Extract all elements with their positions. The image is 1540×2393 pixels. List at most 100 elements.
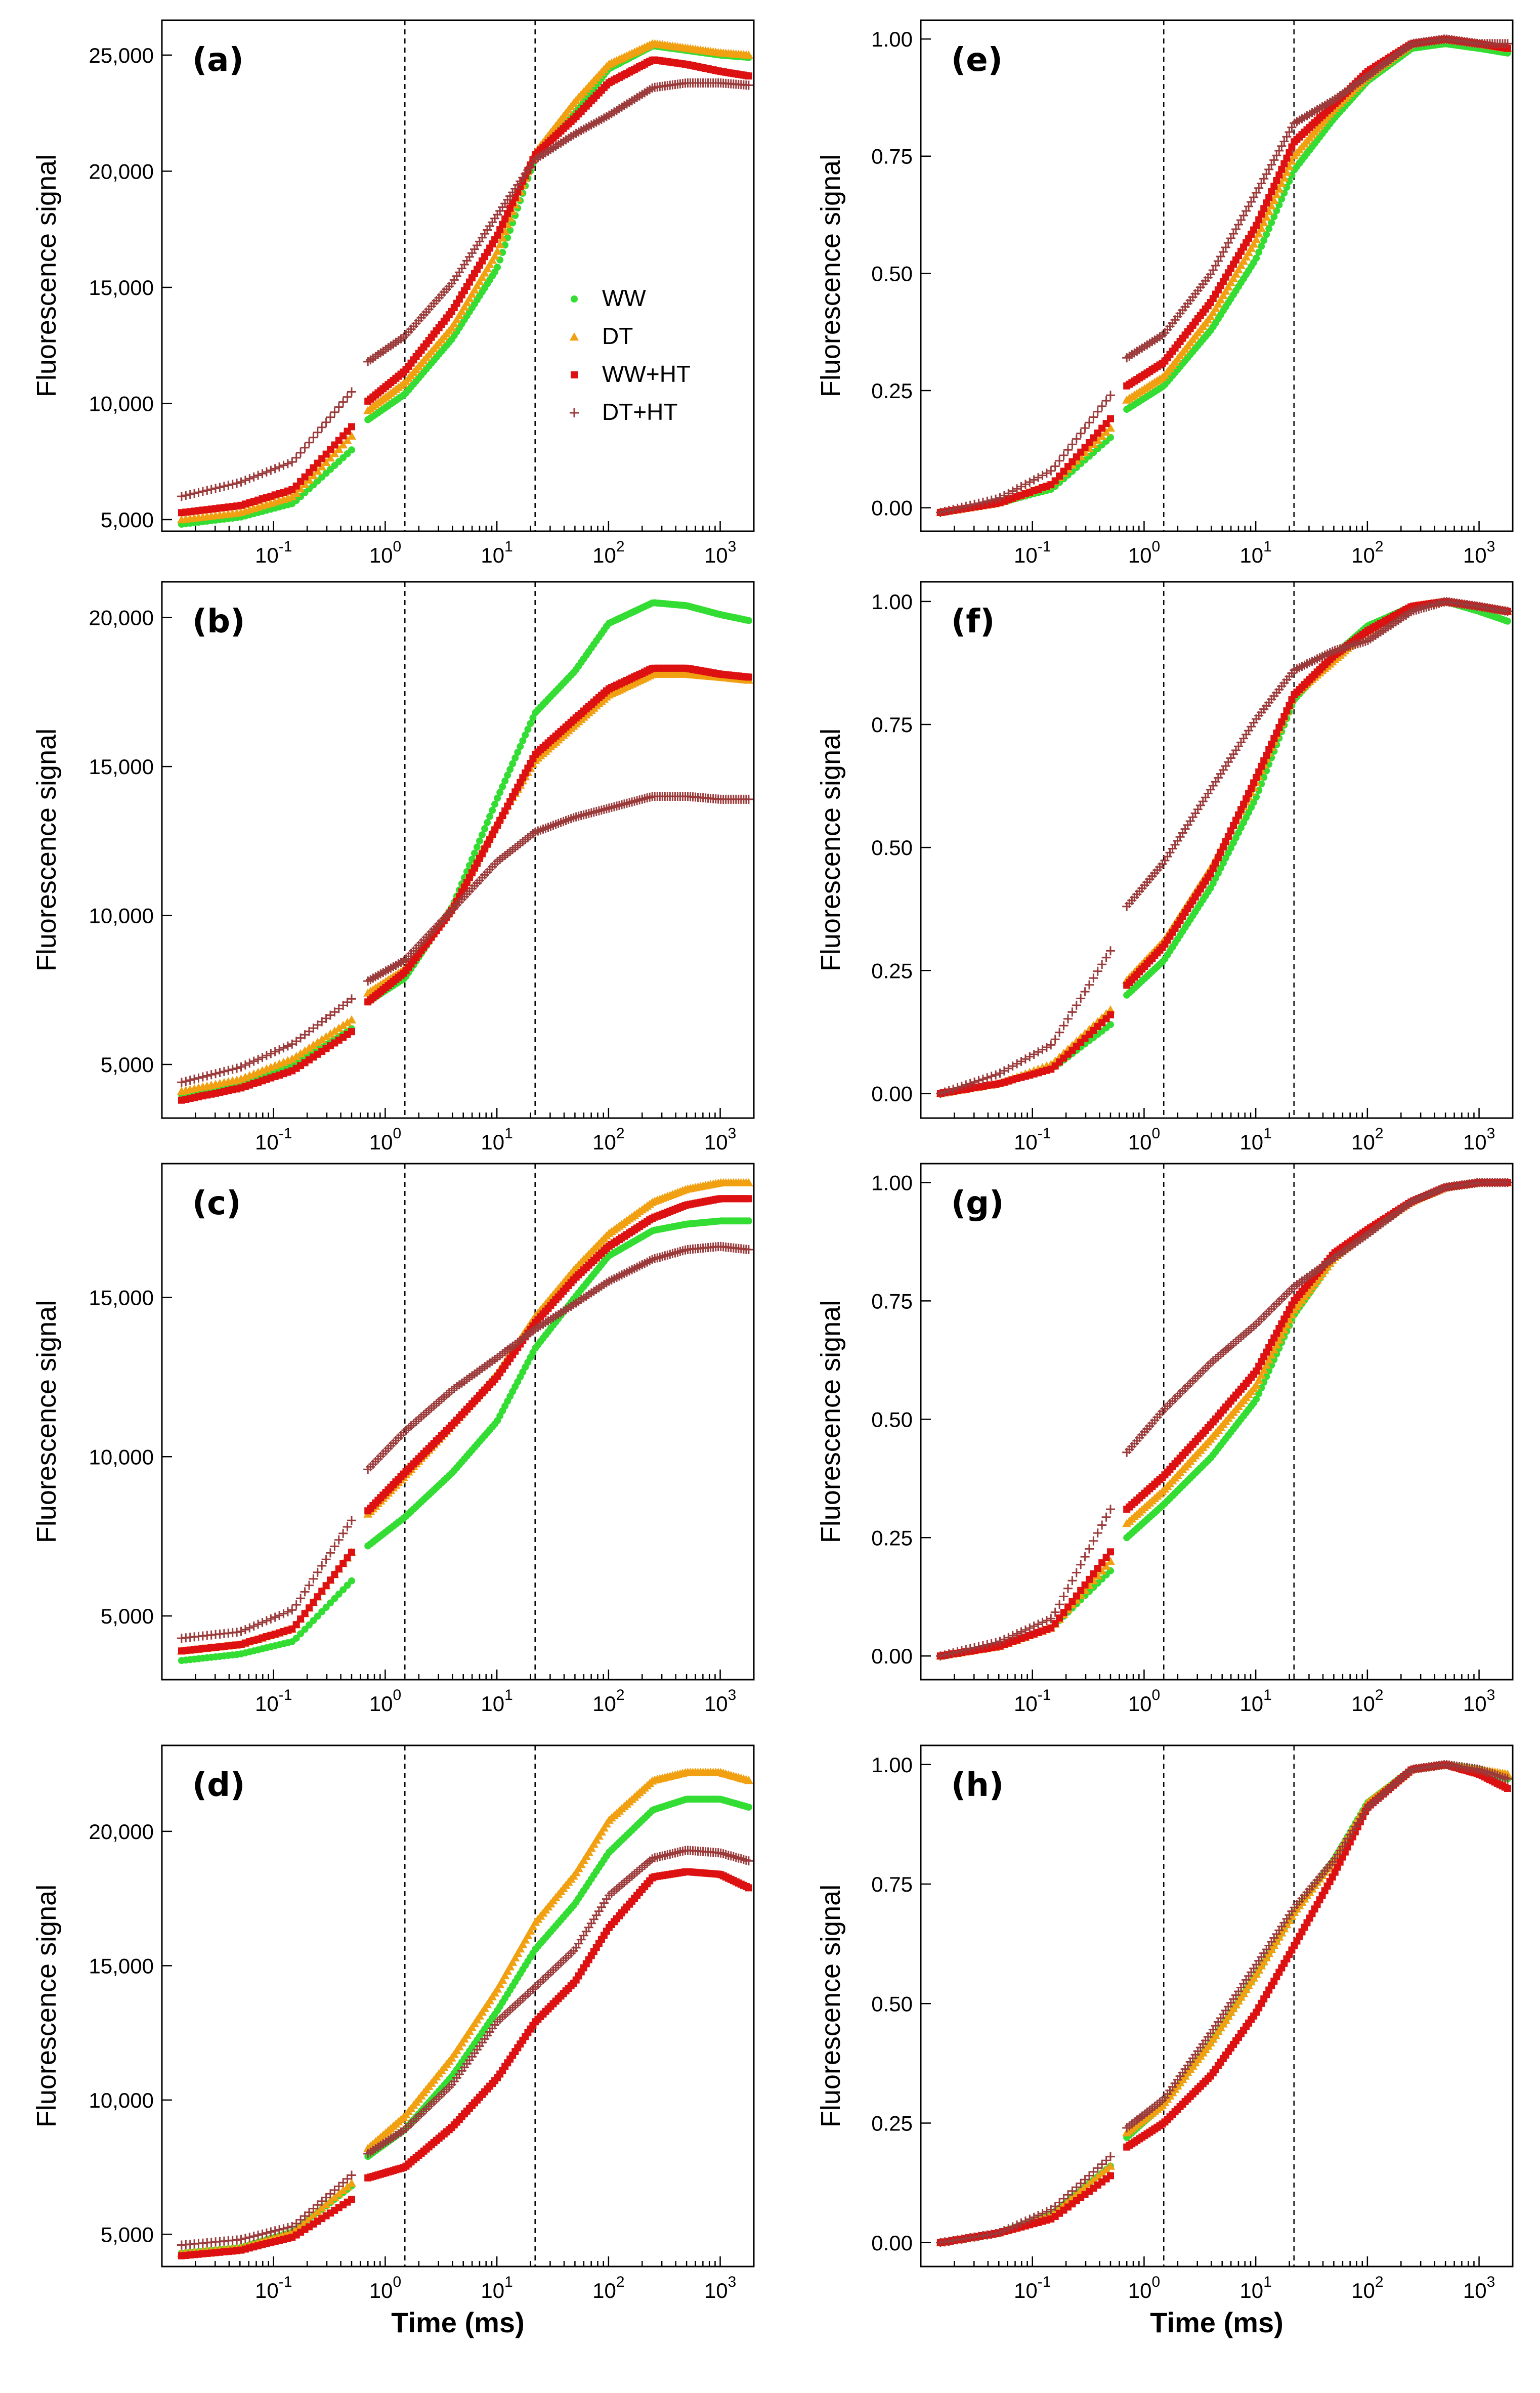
data-point xyxy=(745,1217,752,1225)
data-point xyxy=(309,471,318,480)
data-point xyxy=(982,1073,992,1083)
data-point xyxy=(1097,401,1107,411)
data-point xyxy=(1076,429,1086,438)
data-point xyxy=(1063,445,1073,455)
data-point xyxy=(305,1580,314,1590)
data-point xyxy=(322,1604,330,1611)
data-point xyxy=(514,748,522,756)
data-point xyxy=(529,714,537,721)
data-point xyxy=(1093,966,1102,976)
data-point xyxy=(1504,617,1511,625)
data-point xyxy=(506,765,514,773)
x-tick-label: 100 xyxy=(369,538,401,567)
data-point xyxy=(317,1561,327,1570)
data-point xyxy=(495,240,505,248)
data-point xyxy=(300,1587,310,1597)
legend-marker xyxy=(571,371,578,378)
x-tick-label: 103 xyxy=(1463,1125,1495,1154)
data-point xyxy=(745,617,752,624)
data-point xyxy=(987,1072,996,1081)
data-point xyxy=(489,806,496,814)
data-point xyxy=(467,289,477,298)
data-point xyxy=(249,1621,259,1631)
y-tick-label: 5,000 xyxy=(101,508,154,532)
data-point xyxy=(194,1073,203,1083)
series-ww-plus-ht xyxy=(936,598,1511,1097)
series-ww-plus-ht xyxy=(936,35,1511,516)
data-point xyxy=(228,1064,237,1074)
y-tick-label: 15,000 xyxy=(89,1286,154,1309)
data-point xyxy=(314,1612,321,1620)
x-tick-label: 102 xyxy=(592,1687,624,1716)
data-point xyxy=(343,1018,352,1027)
series-dt xyxy=(177,39,753,524)
data-point xyxy=(457,306,466,315)
data-point xyxy=(338,1020,348,1029)
data-point xyxy=(1004,1063,1013,1073)
data-point xyxy=(496,789,504,796)
data-point xyxy=(484,819,491,826)
series-dt-plus-ht xyxy=(177,1846,753,2250)
panel-label: (a) xyxy=(192,41,244,79)
x-tick-label: 102 xyxy=(592,1125,624,1154)
data-point xyxy=(498,233,507,242)
y-tick-label: 0.25 xyxy=(871,379,913,403)
data-point xyxy=(470,285,479,294)
data-point xyxy=(1008,1061,1017,1071)
data-point xyxy=(1034,1047,1043,1057)
data-point xyxy=(1085,418,1094,428)
data-point xyxy=(1016,1057,1026,1066)
data-point xyxy=(321,457,331,466)
data-point xyxy=(306,1621,313,1629)
x-tick-label: 102 xyxy=(592,2274,624,2302)
data-point xyxy=(334,1023,344,1032)
data-point xyxy=(310,1617,317,1625)
data-point xyxy=(1093,407,1102,416)
data-point xyxy=(224,1065,233,1075)
data-point xyxy=(202,486,212,495)
y-tick-label: 1.00 xyxy=(871,27,913,51)
x-tick-label: 10-1 xyxy=(255,2274,292,2302)
data-point xyxy=(326,453,335,462)
y-tick-label: 15,000 xyxy=(89,755,154,779)
data-point xyxy=(479,831,486,839)
data-point xyxy=(206,485,216,494)
data-point xyxy=(517,743,524,750)
data-point xyxy=(1050,1035,1060,1044)
plot-frame xyxy=(920,581,1514,1119)
data-point xyxy=(236,1062,246,1072)
data-point xyxy=(202,1071,212,1081)
series-dt-plus-ht xyxy=(177,1242,753,1643)
data-point xyxy=(287,1054,297,1063)
data-point xyxy=(1080,987,1090,997)
data-point xyxy=(1055,1028,1064,1037)
data-point xyxy=(309,1040,318,1049)
data-point xyxy=(317,1035,327,1043)
data-point xyxy=(347,1015,356,1023)
data-point xyxy=(338,397,348,407)
data-point xyxy=(1029,1050,1039,1059)
data-point xyxy=(305,475,314,484)
data-point xyxy=(491,800,499,808)
data-point xyxy=(185,1076,195,1085)
data-point xyxy=(245,474,254,484)
data-point xyxy=(347,994,356,1004)
legend-label: DT+HT xyxy=(602,399,678,425)
data-point xyxy=(330,449,339,457)
data-point xyxy=(1025,1052,1035,1061)
y-tick-label: 20,000 xyxy=(89,1820,154,1844)
data-point xyxy=(283,1607,292,1616)
y-axis-title: Fluorescence signal xyxy=(31,1300,62,1543)
data-point xyxy=(1029,475,1039,485)
data-point xyxy=(509,760,517,767)
y-tick-label: 5,000 xyxy=(101,1053,154,1077)
panel-label: (f) xyxy=(951,603,995,640)
x-tick-label: 101 xyxy=(481,1687,512,1716)
data-point xyxy=(449,319,459,328)
data-point xyxy=(483,264,492,273)
data-point xyxy=(999,1066,1009,1076)
data-point xyxy=(309,1574,318,1584)
data-point xyxy=(301,1626,309,1633)
data-point xyxy=(1038,1045,1047,1054)
